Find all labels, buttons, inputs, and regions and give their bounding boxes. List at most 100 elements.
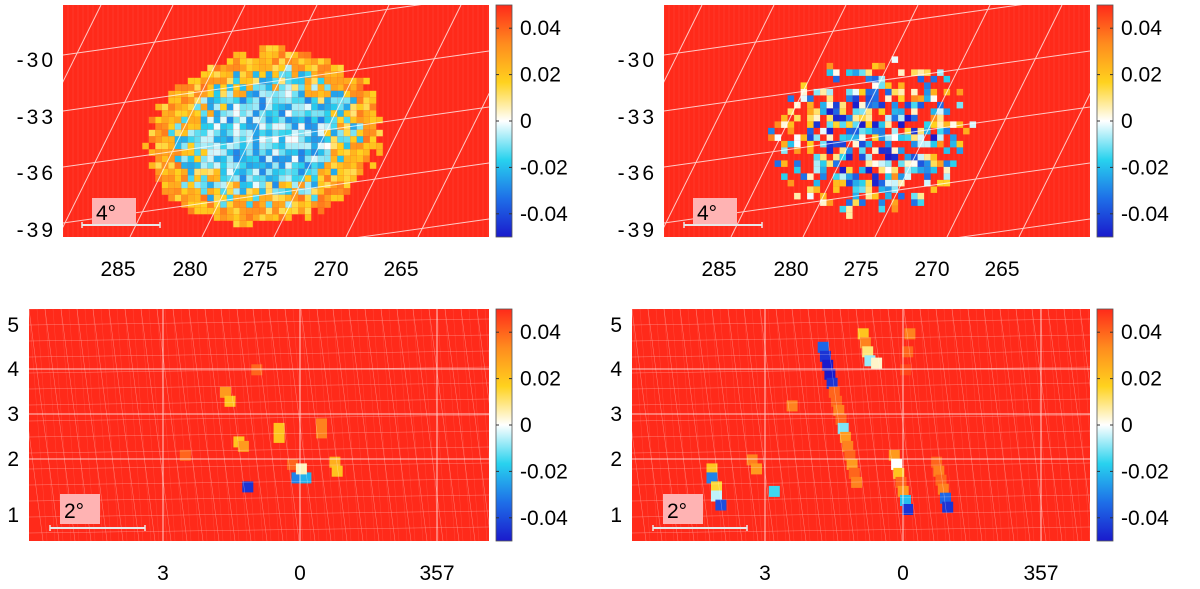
texture-line: [436, 309, 456, 541]
data-cell: [187, 136, 195, 143]
texture-line: [212, 309, 232, 541]
data-cell: [924, 69, 931, 76]
data-cell: [226, 123, 234, 130]
texture-line: [1015, 309, 1035, 541]
data-cell: [213, 84, 221, 91]
data-cell: [298, 71, 305, 78]
x-tick-label: 275: [843, 258, 878, 281]
data-cells: [179, 364, 343, 493]
y-tick-label: 2: [7, 448, 22, 471]
data-cell: [265, 142, 273, 150]
grid-line: [63, 5, 174, 229]
x-tick-label: 3: [157, 562, 169, 585]
data-cell: [155, 103, 162, 111]
data-cell: [817, 341, 829, 353]
data-cell: [807, 108, 814, 115]
data-cell: [200, 188, 208, 195]
data-cell: [878, 121, 886, 128]
data-cell: [285, 71, 292, 78]
data-cell: [291, 175, 299, 182]
data-cell: [917, 69, 925, 76]
data-cell: [220, 64, 227, 72]
data-cell: [786, 400, 798, 412]
texture-line: [220, 309, 240, 541]
data-cell: [246, 84, 253, 91]
scale-label: 2°: [64, 500, 84, 523]
y-tick-label: -33: [17, 106, 56, 129]
data-cell: [924, 140, 931, 148]
texture-line: [639, 309, 659, 541]
data-cell: [259, 162, 266, 169]
data-cell: [317, 155, 325, 163]
data-cell: [226, 103, 234, 111]
data-cell: [369, 103, 377, 111]
data-cell: [330, 90, 338, 98]
grid-line: [874, 5, 991, 237]
data-cell: [298, 142, 305, 150]
grid-line: [300, 309, 332, 541]
data-cell: [239, 201, 247, 208]
texture-line: [871, 309, 891, 541]
colorbar-tick-label: -0.04: [520, 203, 568, 226]
data-cell: [168, 194, 175, 202]
data-cell: [898, 192, 905, 200]
texture-line: [132, 309, 152, 541]
colorbar-tick-label: -0.02: [520, 460, 568, 483]
data-cell: [259, 77, 266, 85]
data-cell: [252, 123, 260, 130]
data-cell: [950, 140, 957, 148]
data-cell: [233, 201, 240, 208]
data-cell: [285, 123, 292, 130]
grid-line: [839, 309, 871, 541]
grid-line: [204, 309, 236, 541]
data-cell: [956, 121, 964, 128]
data-cell: [207, 103, 214, 111]
grid-line: [1015, 309, 1047, 541]
data-cell: [369, 142, 377, 150]
texture-line: [719, 309, 739, 541]
texture-line: [983, 309, 1003, 541]
y-tick-label: -39: [618, 219, 657, 242]
data-cell: [369, 97, 377, 104]
grid-line: [172, 309, 204, 541]
data-cell: [207, 175, 214, 182]
data-cell: [213, 181, 221, 189]
data-cell: [285, 51, 292, 59]
data-cell: [330, 155, 338, 163]
data-cell: [291, 71, 299, 78]
data-cell: [839, 140, 847, 148]
data-cell: [826, 160, 834, 167]
texture-line: [156, 309, 176, 541]
data-cell: [363, 149, 370, 156]
data-cell: [278, 45, 286, 52]
data-cell: [904, 114, 912, 122]
data-cell: [872, 127, 879, 135]
data-cell: [259, 64, 266, 72]
data-cell: [174, 129, 182, 137]
data-cell: [885, 173, 892, 180]
data-cell: [298, 58, 305, 65]
data-cell: [956, 147, 964, 154]
data-cell: [181, 142, 188, 150]
data-cell: [852, 121, 860, 128]
data-cell: [194, 194, 201, 202]
data-cell: [304, 162, 312, 169]
scale-label: 2°: [667, 500, 687, 523]
data-cell: [252, 58, 260, 65]
data-cell: [285, 175, 292, 182]
data-cell: [852, 88, 860, 96]
data-cell: [930, 186, 938, 193]
data-cell: [324, 149, 331, 156]
data-cell: [265, 58, 273, 65]
data-cell: [794, 147, 801, 154]
data-cell: [285, 181, 292, 189]
texture-line: [340, 309, 360, 541]
texture-line: [412, 309, 432, 541]
data-cell: [337, 188, 344, 195]
data-cell: [246, 71, 253, 78]
grid-line: [958, 218, 1090, 237]
data-cell: [904, 153, 912, 161]
data-cell: [220, 103, 227, 111]
data-cell: [174, 175, 182, 182]
data-cell: [833, 160, 840, 167]
